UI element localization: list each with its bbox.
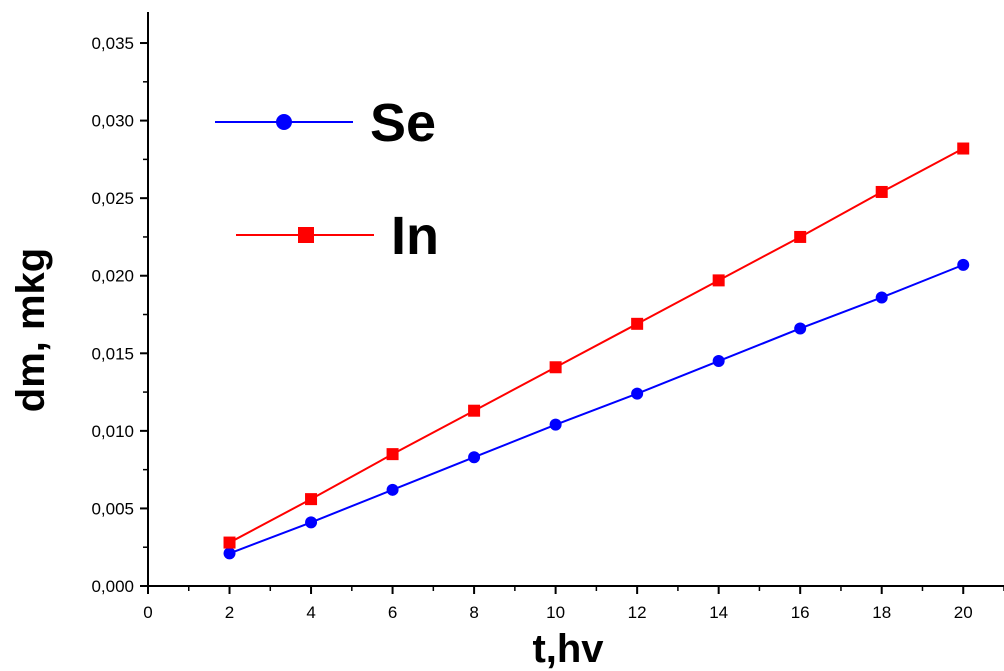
chart-legend: Se In	[215, 93, 439, 266]
data-point-in	[549, 361, 562, 374]
chart-series	[223, 142, 970, 560]
data-point-se	[712, 355, 725, 368]
data-point-in	[468, 404, 481, 417]
data-point-in	[794, 230, 807, 243]
chart-ticks: 0 2 4 6 8 10 12 14 16 18 20 0,000 0,005 0,010 0,015 0,0…	[91, 34, 1004, 622]
x-tick-label: 6	[388, 603, 397, 622]
data-point-in	[386, 448, 399, 461]
x-tick-label: 16	[791, 603, 810, 622]
data-point-in	[875, 185, 888, 198]
data-point-se	[305, 516, 318, 529]
data-point-in	[631, 317, 644, 330]
x-tick-label: 0	[143, 603, 152, 622]
y-tick-label: 0,035	[91, 34, 134, 53]
y-axis-title: dm, mkg	[9, 248, 53, 412]
y-tick-label: 0,010	[91, 422, 134, 441]
data-point-se	[468, 451, 481, 464]
y-tick-label: 0,020	[91, 267, 134, 286]
x-axis-title: t,hv	[532, 627, 604, 671]
y-tick-label: 0,005	[91, 499, 134, 518]
data-point-se	[631, 387, 644, 400]
legend-marker-se	[276, 114, 292, 130]
chart-axes	[147, 12, 1004, 587]
data-point-se	[875, 291, 888, 304]
x-tick-label: 10	[546, 603, 565, 622]
x-tick-label: 20	[954, 603, 973, 622]
legend-label-in: In	[391, 206, 439, 266]
y-tick-label: 0,030	[91, 112, 134, 131]
data-point-se	[549, 418, 562, 431]
data-point-in	[957, 142, 970, 155]
data-point-se	[794, 322, 807, 335]
data-point-in	[305, 493, 318, 506]
x-tick-label: 12	[628, 603, 647, 622]
data-point-in	[712, 274, 725, 287]
data-point-se	[386, 483, 399, 496]
legend-label-se: Se	[370, 93, 436, 153]
y-tick-label: 0,025	[91, 189, 134, 208]
x-tick-label: 14	[709, 603, 728, 622]
x-tick-label: 18	[872, 603, 891, 622]
series-line-se	[229, 263, 964, 555]
data-point-in	[223, 536, 236, 549]
data-point-se	[223, 547, 236, 560]
data-point-se	[957, 258, 970, 271]
x-tick-label: 8	[469, 603, 478, 622]
series-line-in	[229, 147, 964, 544]
y-tick-label: 0,015	[91, 344, 134, 363]
x-tick-label: 2	[225, 603, 234, 622]
y-tick-label: 0,000	[91, 577, 134, 596]
legend-marker-in	[298, 227, 314, 243]
x-tick-label: 4	[306, 603, 315, 622]
